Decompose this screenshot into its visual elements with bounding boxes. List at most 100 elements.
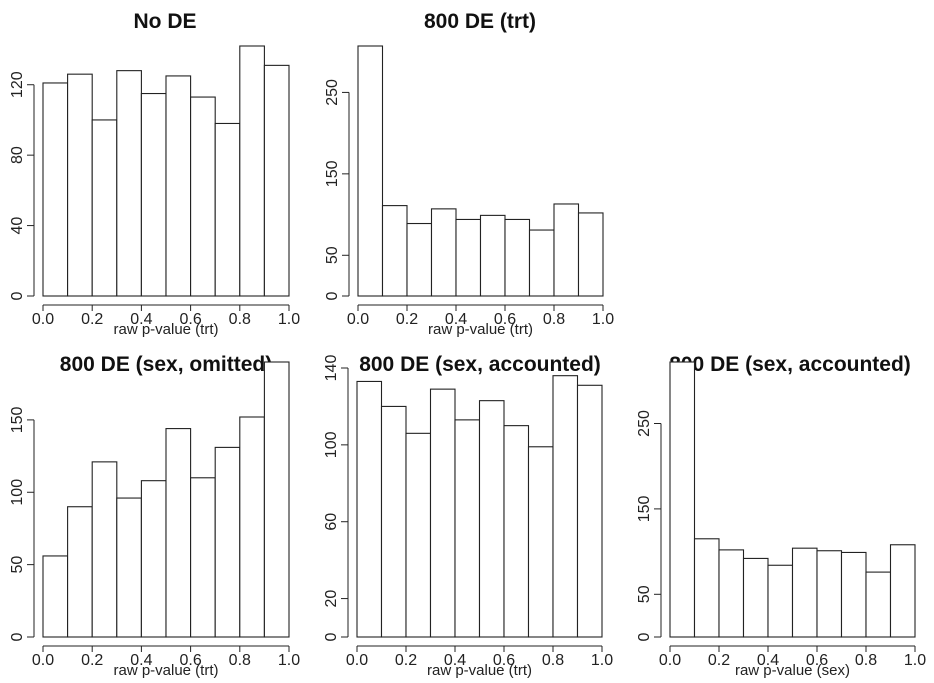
histogram-bar	[889, 544, 916, 638]
histogram-bar	[140, 92, 167, 297]
x-tick-label: 1.0	[904, 652, 926, 669]
histogram-bar	[91, 461, 118, 638]
x-tick-label: 0.2	[708, 652, 730, 669]
histogram-bar	[553, 203, 580, 297]
x-tick-label: 0.0	[659, 652, 681, 669]
histogram-bar	[527, 446, 554, 638]
histogram-panel-3: 800 DE (sex, omitted) 0 50 100 150 0.0 0.2 0.4 0…	[9, 353, 300, 679]
x-tick-label: 0.0	[32, 652, 54, 669]
x-tick-label: 0.4	[445, 311, 467, 328]
y-tick-label: 100	[323, 431, 340, 458]
y-tick-label: 100	[9, 479, 26, 506]
x-tick-label: 0.8	[543, 311, 565, 328]
histogram-bar	[528, 229, 555, 297]
y-tick-label: 0	[324, 291, 341, 300]
x-axis-label: raw p-value (trt)	[428, 321, 533, 338]
histogram-bar	[263, 64, 290, 297]
histogram-bar	[791, 547, 818, 638]
histogram-bar	[669, 361, 696, 638]
histogram-bar	[455, 218, 482, 297]
x-axis-label: raw p-value (sex)	[735, 662, 850, 679]
histogram-bar	[816, 550, 843, 638]
histogram-bar	[165, 428, 192, 638]
histogram-bar	[576, 384, 603, 638]
x-tick-label: 1.0	[592, 311, 614, 328]
x-tick-label: 0.2	[395, 652, 417, 669]
histogram-bar	[840, 551, 867, 638]
histogram-bar	[165, 75, 192, 297]
x-tick-label: 0.8	[542, 652, 564, 669]
histogram-bar	[718, 549, 745, 638]
histogram-bar	[116, 70, 142, 297]
histogram-bar	[380, 405, 407, 638]
y-tick-label: 80	[9, 146, 26, 164]
panel-title: 800 DE (sex, accounted)	[669, 353, 911, 376]
histogram-bar	[42, 82, 69, 297]
x-tick-label: 1.0	[278, 311, 300, 328]
histogram-bar	[478, 400, 505, 638]
histogram-bar	[577, 212, 604, 297]
histogram-bar	[865, 571, 892, 638]
x-tick-label: 0.0	[346, 652, 368, 669]
panel-title: 800 DE (trt)	[424, 10, 536, 33]
histogram-bar	[239, 416, 265, 638]
histogram-bar	[356, 380, 383, 638]
histogram-bar	[239, 45, 265, 297]
histogram-panel-4: 800 DE (sex, accounted) 0 20 60 100 140 0.0 0.2…	[323, 353, 613, 679]
y-tick-label: 150	[9, 406, 26, 433]
y-tick-label: 0	[9, 291, 26, 300]
y-tick-label: 0	[636, 632, 653, 641]
x-axis-label: raw p-value (trt)	[113, 662, 218, 679]
panel-title: No DE	[134, 10, 197, 33]
x-tick-label: 0.2	[81, 652, 103, 669]
y-tick-label: 50	[636, 585, 653, 603]
histogram-bar	[552, 375, 579, 638]
y-tick-label: 40	[9, 217, 26, 235]
y-tick-label: 0	[9, 632, 26, 641]
x-tick-label: 0.6	[179, 311, 201, 328]
y-tick-label: 20	[323, 590, 340, 608]
y-tick-label: 150	[636, 495, 653, 522]
y-tick-label: 50	[324, 246, 341, 264]
histogram-bar	[190, 96, 216, 297]
x-tick-label: 0.0	[32, 311, 54, 328]
histogram-bar	[214, 122, 241, 297]
histogram-panel-1: No DE 0 40 80 120 0.0 0.2 0.4 0.6 0.8 1.0 raw p-val…	[9, 10, 300, 338]
histogram-bar	[381, 205, 408, 297]
x-tick-label: 0.4	[130, 311, 152, 328]
histogram-bar	[503, 425, 530, 638]
histogram-bar	[42, 555, 69, 638]
histogram-bar	[429, 388, 456, 638]
y-tick-label: 60	[323, 513, 340, 531]
x-tick-label: 0.6	[179, 652, 201, 669]
x-tick-label: 0.6	[493, 652, 515, 669]
histogram-bar	[357, 45, 384, 297]
x-tick-label: 1.0	[278, 652, 300, 669]
x-axis-label: raw p-value (trt)	[113, 321, 218, 338]
histogram-bar	[479, 214, 506, 297]
histogram-bar	[140, 480, 167, 638]
histogram-bar	[67, 73, 93, 297]
y-tick-label: 0	[323, 632, 340, 641]
x-tick-label: 1.0	[591, 652, 613, 669]
x-tick-label: 0.8	[855, 652, 877, 669]
histogram-bar	[67, 506, 93, 638]
histogram-bar	[263, 361, 290, 638]
x-tick-label: 0.4	[130, 652, 152, 669]
histogram-bar	[767, 564, 794, 638]
x-tick-label: 0.2	[396, 311, 418, 328]
histogram-bar	[742, 557, 769, 638]
y-tick-label: 50	[9, 556, 26, 574]
x-tick-label: 0.2	[81, 311, 103, 328]
x-axis-label: raw p-value (trt)	[427, 662, 532, 679]
histogram-bar	[405, 432, 432, 638]
panel-title: 800 DE (sex, accounted)	[359, 353, 601, 376]
x-tick-label: 0.4	[444, 652, 466, 669]
histogram-bar	[91, 119, 118, 297]
x-tick-label: 0.4	[757, 652, 779, 669]
x-tick-label: 0.8	[229, 652, 251, 669]
x-tick-label: 0.6	[494, 311, 516, 328]
histogram-bar	[693, 538, 720, 638]
histogram-bar	[454, 419, 481, 638]
